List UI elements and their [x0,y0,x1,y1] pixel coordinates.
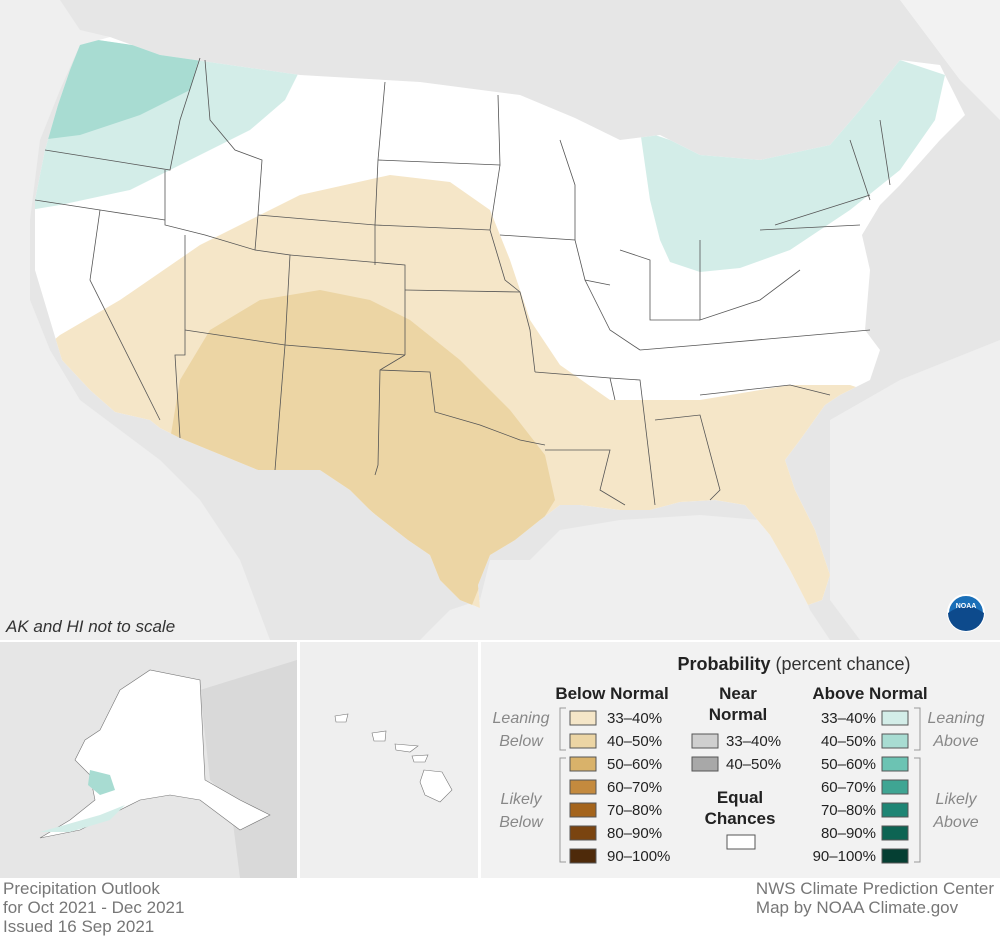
legend-title: Probability (percent chance) [677,654,910,674]
above_normal-range-label-4: 70–80% [821,802,876,819]
near_normal-swatch-0 [691,733,719,749]
below_normal-range-label-3: 60–70% [607,779,662,796]
near-normal-header-2: Normal [709,705,768,724]
below_normal-swatch-4 [569,802,597,818]
above-leaning-label-2: Above [932,733,978,750]
footer-credit: Map by NOAA Climate.gov [755,898,959,917]
pacific-ocean [0,0,270,640]
near-normal-header-1: Near [719,684,757,703]
above-leaning-label-1: Leaning [928,710,985,727]
above_normal-range-label-1: 40–50% [821,733,876,750]
below_normal-range-label-1: 40–50% [607,733,662,750]
below_normal-swatch-0 [569,710,597,726]
legend-title-bold: Probability [677,654,770,674]
below-leaning-label-1: Leaning [493,710,550,727]
below_normal-range-label-4: 70–80% [607,802,662,819]
alaska-inset [0,642,297,878]
above_normal-range-label-5: 80–90% [821,825,876,842]
noaa-logo-text: NOAA [956,603,977,610]
below_normal-range-label-0: 33–40% [607,710,662,727]
above_normal-swatch-6 [881,848,909,864]
above-normal-swatches: 33–40% 40–50% 50–60% 60–70% 70–80% 80–90% 90–1… [813,710,909,865]
above_normal-swatch-4 [881,802,909,818]
map-scale-note: AK and HI not to scale [5,617,175,636]
near_normal-swatch-1 [691,756,719,772]
above_normal-swatch-2 [881,756,909,772]
below_normal-swatch-1 [569,733,597,749]
below_normal-swatch-5 [569,825,597,841]
below-normal-header: Below Normal [555,684,668,703]
footer-period: for Oct 2021 - Dec 2021 [3,898,185,917]
region-below-40-50 [170,290,555,608]
above_normal-swatch-5 [881,825,909,841]
state-boundaries [34,57,891,506]
above_normal-range-label-3: 60–70% [821,779,876,796]
below_normal-swatch-2 [569,756,597,772]
above-normal-header: Above Normal [812,684,927,703]
below_normal-range-label-2: 50–60% [607,756,662,773]
equal-chances-swatch [726,834,756,850]
hawaii-inset [300,642,478,878]
near_normal-range-label-0: 33–40% [726,733,781,750]
above_normal-swatch-1 [881,733,909,749]
below_normal-range-label-5: 80–90% [607,825,662,842]
below-likely-label-1: Likely [501,791,543,808]
below-leaning-label-2: Below [499,733,544,750]
above_normal-range-label-6: 90–100% [813,848,876,865]
canada-coast [900,0,1000,120]
above-likely-label-2: Above [932,814,978,831]
below-normal-swatches: 33–40% 40–50% 50–60% 60–70% 70–80% 80–90% 90–1… [569,710,670,865]
footer-issued: Issued 16 Sep 2021 [3,917,155,936]
footer-left: Precipitation Outlook for Oct 2021 - Dec… [3,879,184,936]
above_normal-range-label-2: 50–60% [821,756,876,773]
near_normal-range-label-1: 40–50% [726,756,781,773]
below_normal-range-label-6: 90–100% [607,848,670,865]
legend-title-rest: (percent chance) [770,654,910,674]
footer-product: Precipitation Outlook [3,879,160,898]
equal-chances-header-1: Equal [717,788,763,807]
equal-chances-header-2: Chances [705,809,776,828]
noaa-logo: NOAA [947,594,985,632]
above-likely-label-1: Likely [936,791,978,808]
footer-right: NWS Climate Prediction Center Map by NOA… [756,879,994,917]
below_normal-swatch-3 [569,779,597,795]
below-likely-label-2: Below [499,814,544,831]
atlantic-ocean [830,340,1000,640]
near-normal-swatches: 33–40% 40–50% [691,733,781,773]
footer-source: NWS Climate Prediction Center [755,879,994,898]
above_normal-swatch-3 [881,779,909,795]
legend: Probability (percent chance) Below Norma… [481,642,1000,878]
below_normal-swatch-6 [569,848,597,864]
gulf-of-mexico [420,515,830,640]
above_normal-swatch-0 [881,710,909,726]
above_normal-range-label-0: 33–40% [821,710,876,727]
region-above-33-40-northeast [640,60,945,272]
